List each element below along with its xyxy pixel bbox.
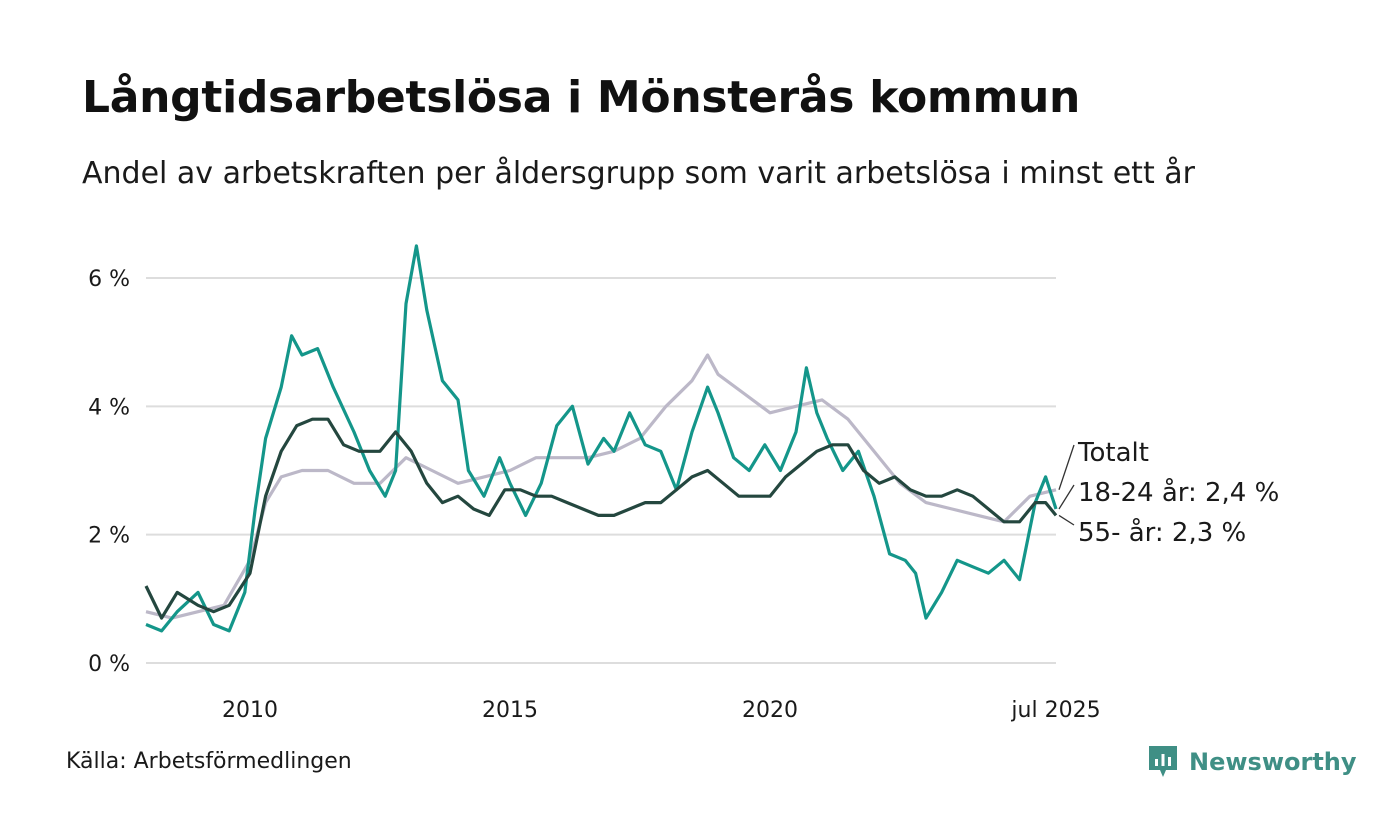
series-line-1 (145, 244, 1058, 633)
leader-line-1 (1058, 484, 1075, 510)
brand-logo[interactable]: Newsworthy (1147, 744, 1357, 780)
x-tick-label: 2010 (222, 698, 278, 723)
series-line-0 (145, 353, 1057, 620)
series-end-label-2: 55- år: 2,3 % (1078, 517, 1246, 548)
leader-line-2 (1058, 514, 1075, 526)
x-tick-label: 2020 (742, 698, 798, 723)
y-tick-label: 0 % (88, 652, 130, 677)
y-tick-label: 2 % (88, 524, 130, 549)
chart-title: Långtidsarbetslösa i Mönsterås kommun (82, 72, 1081, 123)
brand-name: Newsworthy (1189, 748, 1357, 776)
x-axis-tick-labels: 2010 2015 2020 jul 2025 (222, 698, 1101, 723)
y-tick-label: 4 % (88, 395, 130, 420)
x-tick-label: jul 2025 (1010, 698, 1100, 723)
series-end-labels: Totalt 18-24 år: 2,4 % 55- år: 2,3 % (1058, 438, 1279, 548)
y-tick-label: 6 % (88, 267, 130, 292)
chart-subtitle: Andel av arbetskraften per åldersgrupp s… (82, 156, 1195, 191)
series-end-label-1: 18-24 år: 2,4 % (1078, 477, 1279, 508)
x-tick-label: 2015 (482, 698, 538, 723)
series-lines (144, 244, 1058, 633)
gridlines (146, 277, 1056, 664)
series-line-2 (144, 417, 1058, 620)
series-end-label-0: Totalt (1077, 438, 1149, 468)
bar-chart-bubble-icon (1149, 746, 1177, 777)
leader-line-0 (1058, 444, 1075, 490)
y-axis-tick-labels: 0 % 2 % 4 % 6 % (88, 267, 130, 677)
source-note: Källa: Arbetsförmedlingen (66, 749, 352, 774)
